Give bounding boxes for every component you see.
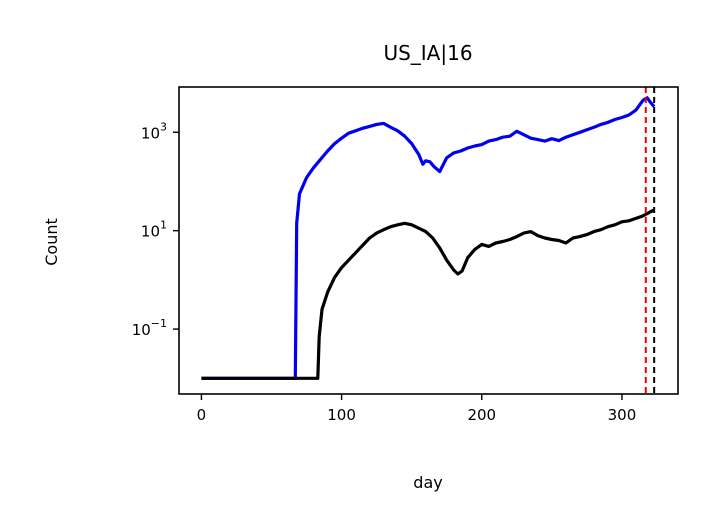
series-line-2 <box>201 208 655 380</box>
x-tick-label: 0 <box>197 406 207 424</box>
y-tick-label: 10−1 <box>132 317 167 339</box>
chart-title: US_IA|16 <box>383 41 472 65</box>
plot-frame <box>178 86 679 395</box>
x-tick-label: 300 <box>608 406 637 424</box>
series-line-1 <box>201 96 656 380</box>
tick-layer: 0 100 200 300 103 101 10−1 <box>132 120 637 424</box>
x-axis-label: day <box>413 473 442 492</box>
x-tick-label: 200 <box>467 406 496 424</box>
y-tick-label: 101 <box>141 219 167 241</box>
y-axis-label: Count <box>42 218 61 266</box>
vline-layer <box>644 87 656 394</box>
series-layer <box>201 96 656 380</box>
x-tick-label: 100 <box>327 406 356 424</box>
y-tick-label: 103 <box>141 120 167 142</box>
